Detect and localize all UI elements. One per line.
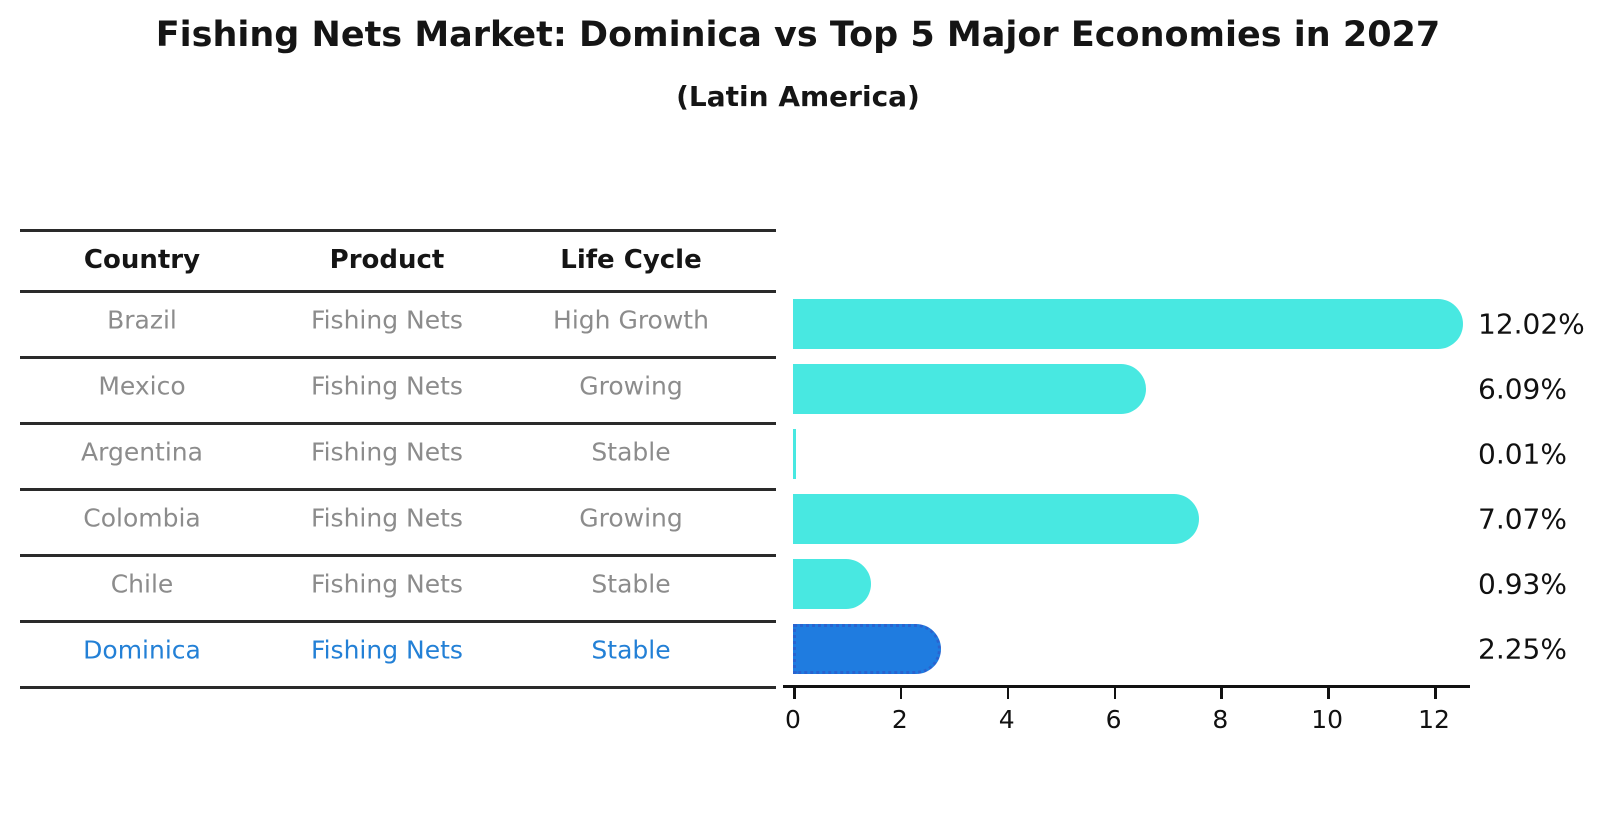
- table-rule: [20, 229, 776, 232]
- table-cell: Fishing Nets: [311, 305, 463, 335]
- x-tick: [1434, 685, 1437, 699]
- table-cell: Stable: [591, 569, 671, 599]
- x-tick-label: 10: [1311, 705, 1344, 734]
- table-rule: [20, 554, 776, 557]
- bar-dominica: [793, 624, 942, 674]
- column-header-country: Country: [83, 244, 201, 275]
- table-rule: [20, 422, 776, 425]
- bar-value-label: 12.02%: [1478, 307, 1585, 341]
- bar-colombia: [793, 494, 1199, 544]
- table-cell: Fishing Nets: [311, 569, 463, 599]
- bar-value-label: 0.93%: [1478, 567, 1567, 601]
- table-rule: [20, 290, 776, 293]
- table-rule: [20, 356, 776, 359]
- bar-value-label: 6.09%: [1478, 372, 1567, 406]
- table-cell: Growing: [579, 371, 683, 401]
- table-cell: High Growth: [553, 305, 709, 335]
- bar-value-label: 2.25%: [1478, 632, 1567, 666]
- x-tick: [1327, 685, 1330, 699]
- x-tick-label: 4: [998, 705, 1015, 734]
- table-rule: [20, 488, 776, 491]
- x-tick: [1006, 685, 1010, 699]
- x-tick-label: 6: [1105, 705, 1122, 734]
- chart-title: Fishing Nets Market: Dominica vs Top 5 M…: [155, 15, 1441, 55]
- table-cell: Stable: [591, 635, 671, 665]
- table-cell: Stable: [591, 437, 671, 467]
- x-axis-line: [783, 685, 1470, 688]
- column-header-life-cycle: Life Cycle: [560, 244, 702, 275]
- x-tick: [793, 685, 796, 699]
- x-tick: [1220, 685, 1223, 699]
- bar-argentina: [793, 429, 796, 479]
- table-cell: Fishing Nets: [311, 437, 463, 467]
- table-cell: Dominica: [83, 635, 201, 665]
- table-cell: Argentina: [81, 437, 203, 467]
- x-tick: [899, 685, 903, 699]
- table-rule: [20, 686, 776, 689]
- bar-chile: [793, 559, 871, 609]
- table-cell: Mexico: [98, 371, 186, 401]
- table-cell: Fishing Nets: [311, 371, 463, 401]
- chart-subtitle: (Latin America): [676, 80, 920, 113]
- bar-brazil: [793, 299, 1464, 349]
- bar-value-label: 7.07%: [1478, 502, 1567, 536]
- table-cell: Fishing Nets: [311, 503, 463, 533]
- table-cell: Brazil: [107, 305, 177, 335]
- table-cell: Fishing Nets: [311, 635, 463, 665]
- x-tick-label: 0: [785, 705, 801, 734]
- table-cell: Colombia: [83, 503, 201, 533]
- x-tick-label: 12: [1418, 705, 1450, 734]
- table-rule: [20, 620, 776, 623]
- x-tick: [1113, 685, 1117, 699]
- table-cell: Chile: [110, 569, 174, 599]
- bar-mexico: [793, 364, 1147, 414]
- column-header-product: Product: [329, 244, 445, 275]
- x-tick-label: 8: [1212, 705, 1229, 734]
- table-cell: Growing: [579, 503, 683, 533]
- bar-value-label: 0.01%: [1478, 437, 1567, 471]
- x-tick-label: 2: [891, 705, 908, 734]
